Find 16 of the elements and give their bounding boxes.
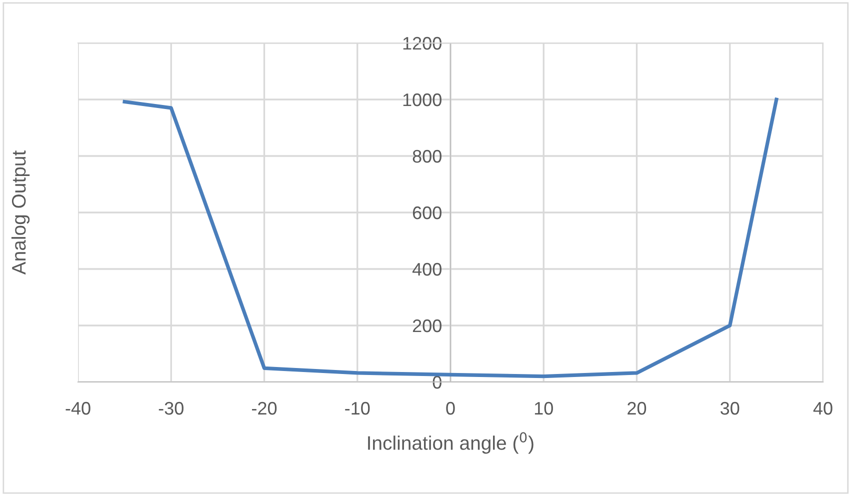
y-tick-label: 400 bbox=[412, 262, 442, 276]
x-tick-label: -20 bbox=[252, 402, 277, 415]
x-tick-label: 30 bbox=[720, 402, 740, 415]
x-tick-label: -10 bbox=[345, 402, 370, 415]
x-tick-label: -40 bbox=[66, 402, 90, 415]
y-tick-label: 1000 bbox=[403, 93, 442, 106]
x-tick-label: 0 bbox=[446, 402, 455, 415]
x-axis-title: Inclination angle ($^{0}$) bbox=[368, 432, 534, 454]
y-tick-label: 200 bbox=[412, 319, 442, 332]
x-tick-label: 20 bbox=[628, 402, 646, 415]
y-axis-title: Analog Output bbox=[11, 150, 30, 275]
x-tick-label: -30 bbox=[158, 402, 184, 415]
y-tick-label: 800 bbox=[412, 150, 442, 163]
x-tick-label: 40 bbox=[813, 402, 832, 415]
x-tick-label: 10 bbox=[534, 402, 553, 415]
y-tick-label: 600 bbox=[412, 206, 442, 220]
